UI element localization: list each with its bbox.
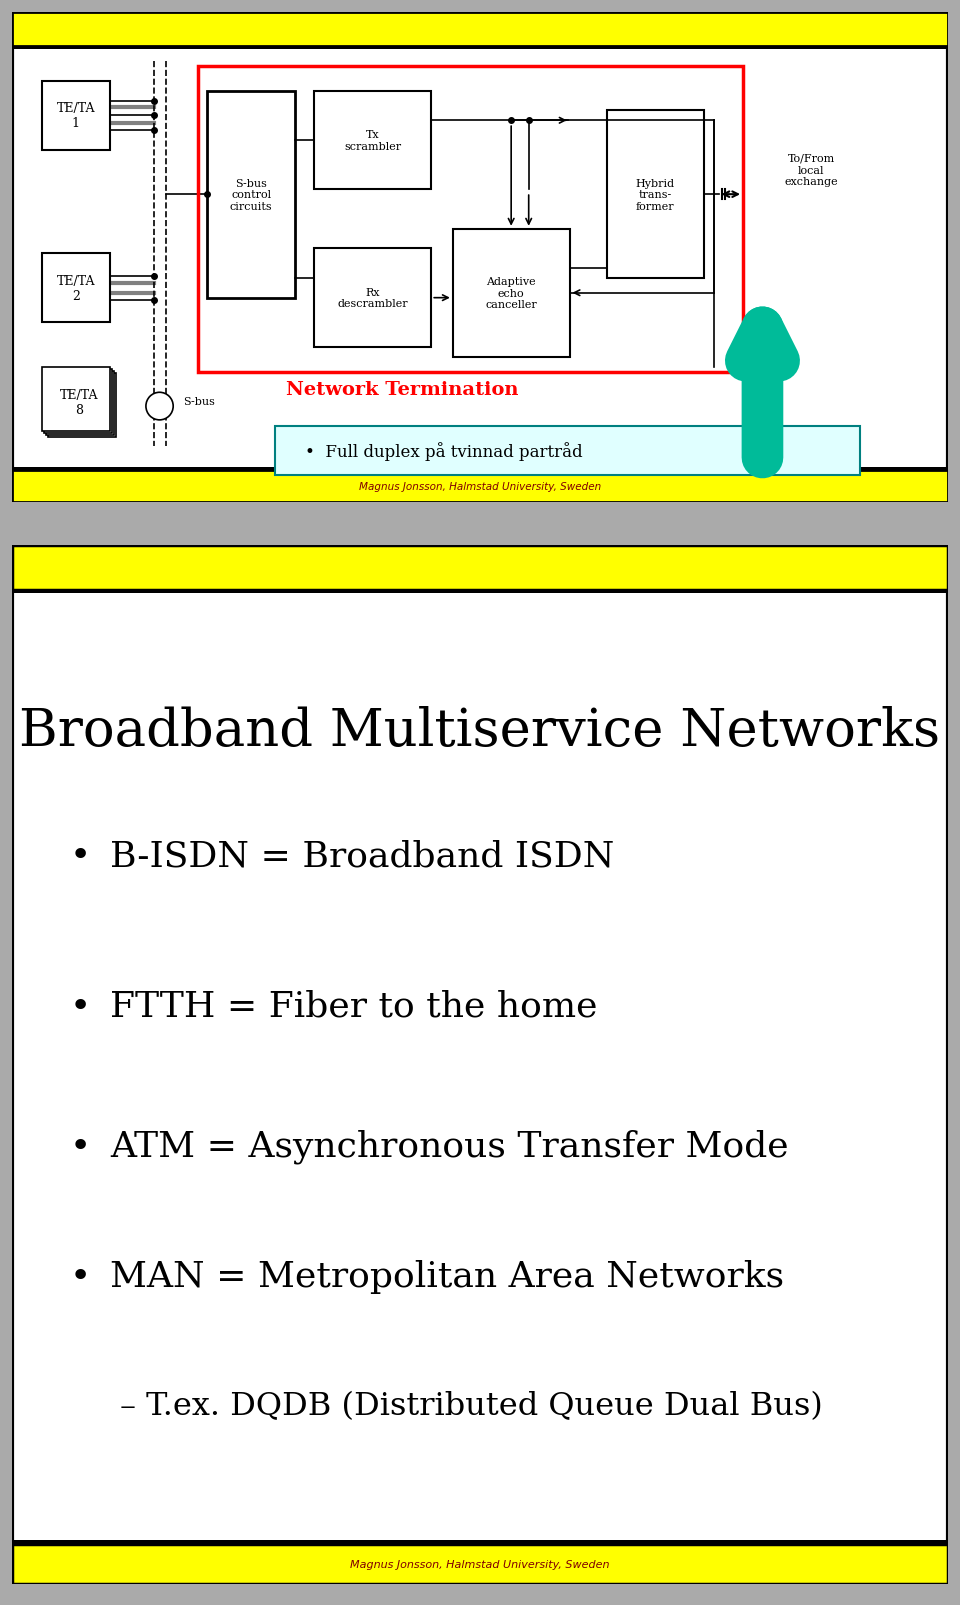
Bar — [607, 111, 704, 279]
Text: •: • — [70, 839, 91, 873]
Bar — [48, 374, 116, 437]
Text: Tx
scrambler: Tx scrambler — [345, 130, 401, 152]
Text: •: • — [70, 1128, 91, 1164]
Bar — [41, 82, 109, 151]
Bar — [41, 254, 109, 323]
Text: •: • — [70, 1258, 91, 1294]
Text: S-bus
control
circuits: S-bus control circuits — [229, 178, 273, 212]
Text: Magnus Jonsson, Halmstad University, Sweden: Magnus Jonsson, Halmstad University, Swe… — [350, 1558, 610, 1570]
Bar — [207, 91, 295, 299]
Text: To/From
local
exchange: To/From local exchange — [784, 154, 838, 188]
Text: TE/TA
8: TE/TA 8 — [60, 388, 98, 416]
Bar — [43, 369, 111, 433]
Text: B-ISDN = Broadband ISDN: B-ISDN = Broadband ISDN — [109, 839, 614, 873]
Text: MAN = Metropolitan Area Networks: MAN = Metropolitan Area Networks — [109, 1258, 784, 1294]
Text: Hybrid
trans-
former: Hybrid trans- former — [636, 178, 675, 212]
Text: TE/TA
1: TE/TA 1 — [57, 103, 95, 130]
Bar — [41, 368, 109, 432]
Text: – T.ex. DQDB (Distributed Queue Dual Bus): – T.ex. DQDB (Distributed Queue Dual Bus… — [120, 1390, 823, 1422]
Text: Adaptive
echo
canceller: Adaptive echo canceller — [486, 278, 537, 310]
Bar — [45, 371, 114, 435]
Bar — [12, 13, 948, 47]
Ellipse shape — [146, 393, 173, 421]
Bar — [198, 67, 743, 372]
Bar — [12, 469, 948, 470]
Bar — [453, 230, 569, 358]
Bar — [12, 47, 948, 50]
Bar — [12, 1541, 948, 1544]
Bar — [12, 589, 948, 594]
Text: Broadband Multiservice Networks: Broadband Multiservice Networks — [19, 705, 941, 756]
Text: TE/TA
2: TE/TA 2 — [57, 274, 95, 303]
Text: Network Termination: Network Termination — [286, 380, 518, 400]
Bar — [315, 91, 431, 189]
Bar — [315, 249, 431, 348]
Bar — [276, 427, 860, 475]
Text: FTTH = Fiber to the home: FTTH = Fiber to the home — [109, 989, 597, 1022]
Text: ATM = Asynchronous Transfer Mode: ATM = Asynchronous Transfer Mode — [109, 1128, 788, 1164]
Bar — [12, 546, 948, 591]
Bar — [12, 470, 948, 502]
Bar — [12, 1544, 948, 1584]
Text: •: • — [70, 989, 91, 1022]
Text: S-bus: S-bus — [183, 396, 215, 408]
Text: •  Full duplex på tvinnad partråd: • Full duplex på tvinnad partråd — [304, 441, 583, 461]
Text: Magnus Jonsson, Halmstad University, Sweden: Magnus Jonsson, Halmstad University, Swe… — [359, 482, 601, 491]
Text: Rx
descrambler: Rx descrambler — [338, 287, 408, 310]
